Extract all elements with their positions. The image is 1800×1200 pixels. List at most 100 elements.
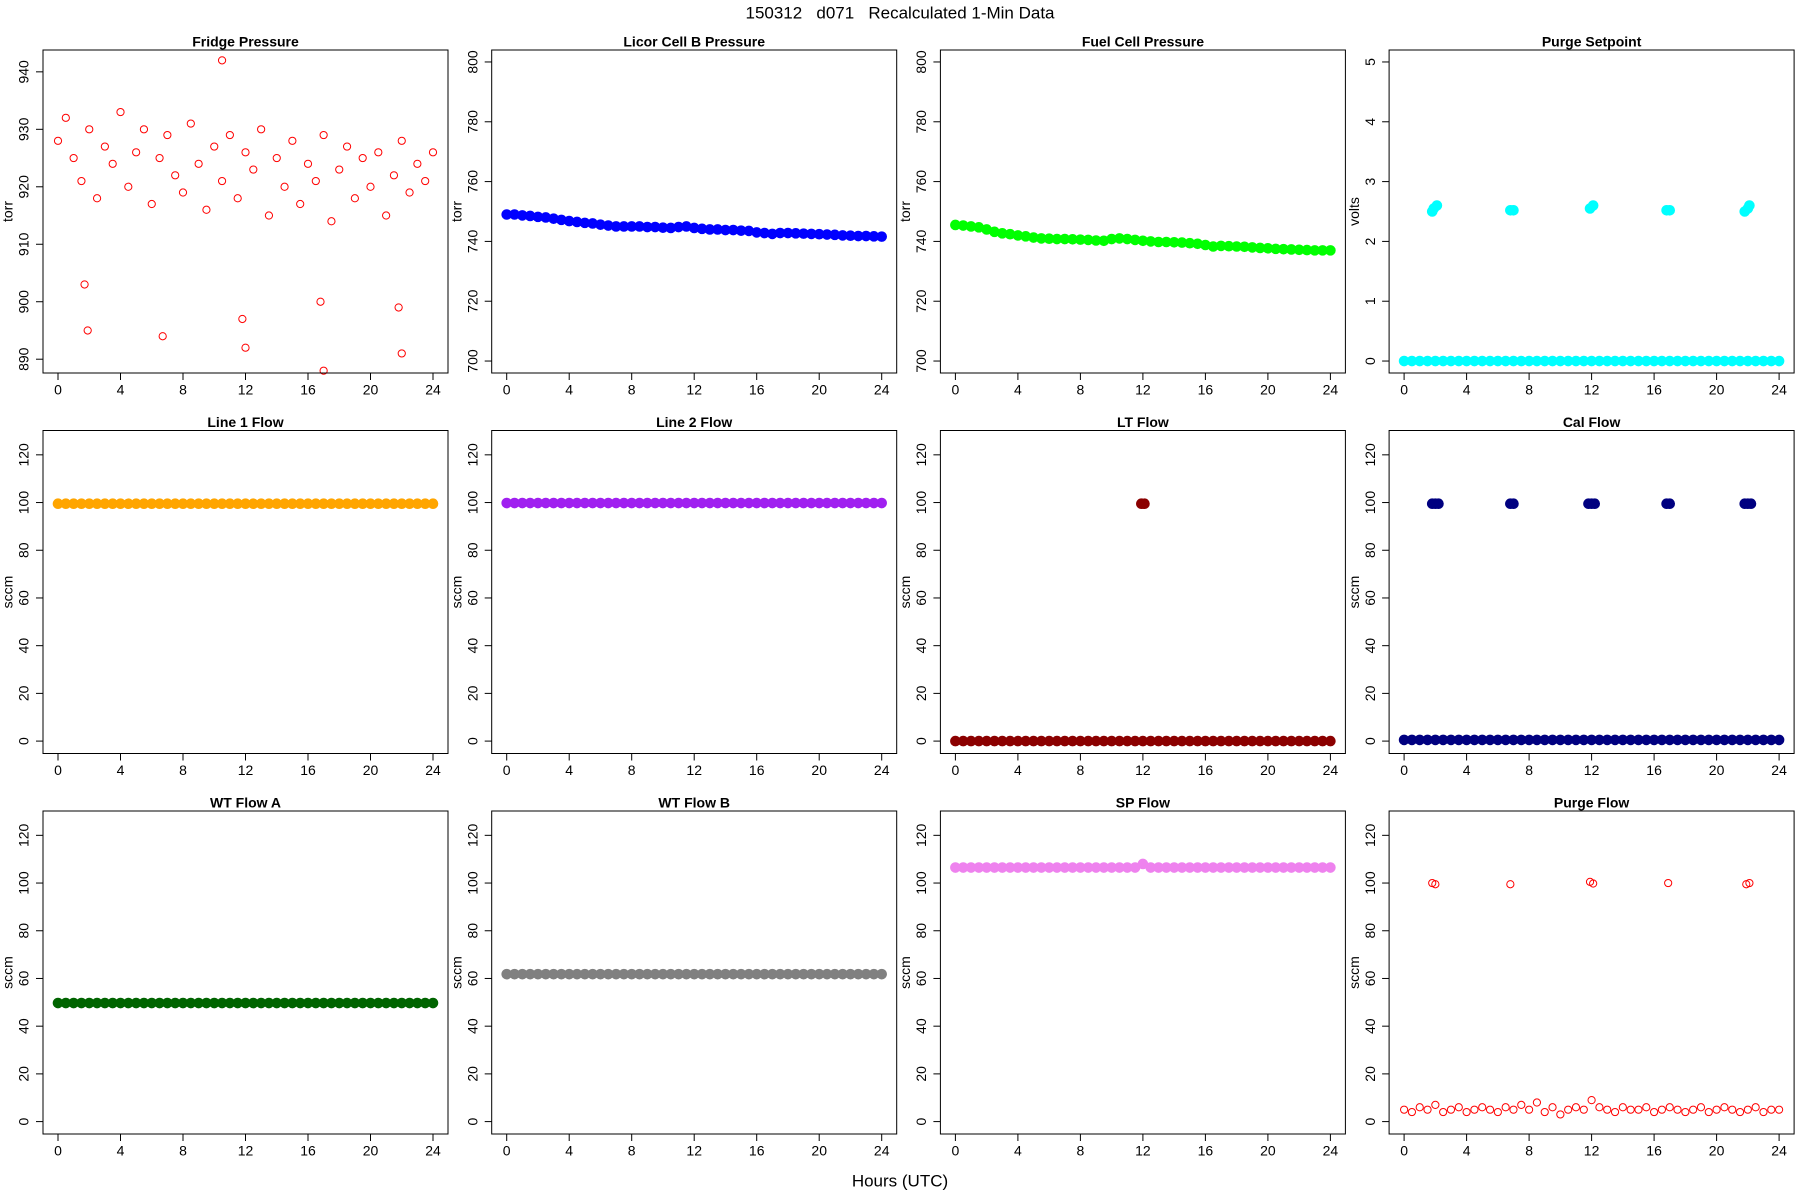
x-tick-label: 12: [1584, 382, 1600, 398]
x-tick-label: 0: [1400, 1143, 1408, 1159]
y-tick-label: 4: [1362, 118, 1378, 126]
x-tick-label: 0: [503, 382, 511, 398]
point: [1548, 1103, 1557, 1112]
x-tick-label: 8: [179, 1143, 187, 1159]
point: [1325, 862, 1336, 873]
x-tick-label: 20: [1709, 382, 1725, 398]
plot-frame: [42, 49, 449, 374]
x-tick-label: 20: [363, 762, 379, 778]
panel: SP Flow 0 4 8 12 16 20 24 0 20 40 60 80 100 120 sccm: [897, 795, 1346, 1159]
x-tick-label: 24: [874, 762, 890, 778]
point: [342, 142, 352, 151]
point: [1431, 880, 1440, 889]
y-tick-label: 700: [464, 349, 480, 373]
point: [132, 148, 141, 157]
y-tick-label: 120: [913, 443, 929, 467]
y-tick-label: 20: [1362, 1066, 1378, 1082]
y-tick-label: 120: [1362, 823, 1378, 847]
point: [1325, 245, 1336, 256]
point: [397, 136, 406, 145]
x-tick-label: 12: [1135, 382, 1151, 398]
point: [225, 130, 234, 140]
point: [1587, 1096, 1596, 1105]
x-tick-label: 16: [300, 1143, 316, 1159]
panel-title: Line 1 Flow: [207, 414, 283, 430]
point: [1508, 498, 1519, 510]
y-axis-label: volts: [1346, 197, 1362, 226]
point: [1650, 1107, 1659, 1117]
y-tick-label: 40: [1362, 1018, 1378, 1034]
y-tick-label: 0: [16, 737, 32, 745]
y-tick-label: 100: [464, 491, 480, 515]
x-tick-label: 24: [1323, 382, 1339, 398]
x-tick-label: 12: [238, 1143, 254, 1159]
y-tick-label: 80: [464, 923, 480, 939]
panel: Fuel Cell Pressure 0 4 8 12 16 20 24 700 720 740 76…: [897, 34, 1346, 398]
x-tick-label: 4: [565, 382, 573, 398]
point: [319, 130, 328, 140]
point: [1751, 1103, 1760, 1112]
x-tick-label: 0: [1400, 762, 1408, 778]
point: [1773, 355, 1785, 367]
point: [1759, 1107, 1768, 1117]
x-tick-label: 8: [1525, 1143, 1533, 1159]
y-tick-label: 0: [16, 1117, 32, 1125]
point: [1610, 1107, 1620, 1117]
panel: Cal Flow 0 4 8 12 16 20 24 0 20 40 60 80 100 120 sccm: [1346, 414, 1795, 778]
x-tick-label: 20: [363, 382, 379, 398]
point: [1139, 498, 1150, 510]
plot-frame: [42, 430, 449, 754]
point: [171, 171, 180, 180]
point: [1603, 1105, 1612, 1114]
y-tick-label: 740: [464, 230, 480, 254]
point: [210, 142, 219, 151]
y-tick-label: 890: [16, 347, 32, 371]
x-tick-label: 24: [1771, 762, 1787, 778]
y-tick-label: 80: [464, 542, 480, 558]
x-tick-label: 12: [1135, 762, 1151, 778]
x-tick-label: 0: [503, 1143, 511, 1159]
x-tick-label: 8: [179, 382, 187, 398]
point: [1642, 1103, 1651, 1112]
x-tick-label: 12: [686, 762, 702, 778]
point: [428, 148, 438, 157]
point: [1407, 1107, 1417, 1117]
point: [382, 211, 391, 220]
point: [1556, 1110, 1565, 1119]
plot-frame: [491, 49, 898, 374]
y-tick-label: 20: [913, 685, 929, 701]
point: [1587, 200, 1599, 211]
panel: Line 1 Flow 0 4 8 12 16 20 24 0 20 40 60 80 100 120 scc…: [0, 414, 449, 778]
point: [1745, 878, 1754, 888]
point: [241, 148, 250, 157]
panel-title: WT Flow B: [658, 795, 730, 811]
y-tick-label: 40: [913, 638, 929, 654]
y-tick-label: 100: [16, 871, 32, 895]
point: [1501, 1103, 1510, 1112]
y-tick-label: 0: [1362, 1117, 1378, 1125]
y-tick-label: 3: [1362, 177, 1378, 185]
y-tick-label: 20: [1362, 685, 1378, 701]
x-axis-label: Hours (UTC): [852, 1171, 948, 1190]
x-tick-label: 4: [1463, 382, 1471, 398]
y-tick-label: 80: [16, 923, 32, 939]
y-axis-label: sccm: [0, 956, 16, 989]
figure-title: 150312 d071 Recalculated 1-Min Data: [745, 3, 1055, 22]
point: [1618, 1103, 1627, 1112]
point: [1681, 1107, 1690, 1117]
y-tick-label: 80: [16, 542, 32, 558]
point: [1470, 1105, 1479, 1114]
x-tick-label: 16: [749, 762, 765, 778]
plot-frame: [939, 810, 1346, 1135]
panel: Purge Flow 0 4 8 12 16 20 24 0 20 40 60 80 100 120 sccm: [1346, 795, 1795, 1159]
y-axis-label: sccm: [448, 956, 464, 989]
panel-title: Fridge Pressure: [192, 34, 299, 50]
point: [1634, 1105, 1643, 1114]
point: [264, 211, 274, 220]
point: [876, 497, 888, 509]
x-tick-label: 20: [811, 1143, 827, 1159]
point: [1595, 1103, 1604, 1112]
y-tick-label: 60: [1362, 970, 1378, 986]
